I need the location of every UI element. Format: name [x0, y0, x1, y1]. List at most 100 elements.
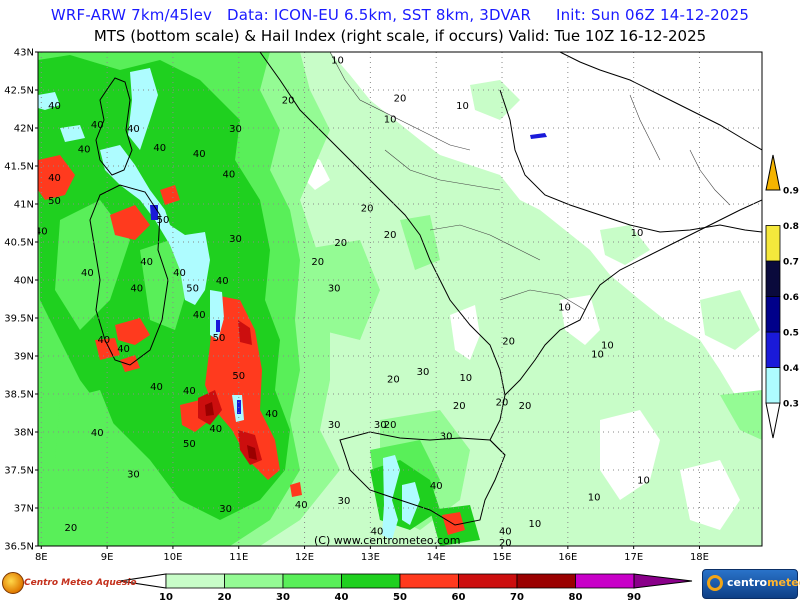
contour-label: 40: [193, 149, 206, 160]
mts-colorbar-tick: 40: [335, 592, 349, 600]
lon-label: 10E: [163, 552, 182, 563]
contour-label: 50: [186, 283, 199, 294]
header-title-line2: MTS (bottom scale) & Hail Index (right s…: [93, 27, 707, 45]
hail-colorbar-segment: [765, 331, 781, 368]
hail-colorbar-segment: [765, 260, 781, 297]
hail-colorbar-tick: 0.8: [783, 222, 799, 232]
contour-label: 40: [127, 124, 140, 135]
contour-label: 10: [591, 350, 604, 361]
lat-label: 40N: [14, 276, 34, 287]
hail-colorbar-segment: [765, 296, 781, 333]
brand-right-part-b: meteo: [767, 576, 800, 589]
contour-label: 50: [232, 371, 245, 382]
map-frame: [37, 51, 763, 547]
contour-label: 10: [637, 476, 650, 487]
lon-label: 13E: [361, 552, 380, 563]
mts-colorbar-tick: 50: [393, 592, 407, 600]
lat-label: 39N: [14, 352, 34, 363]
contour-label: 50: [157, 215, 170, 226]
lat-label: 40.5N: [4, 238, 34, 249]
hail-colorbar-bottom-arrow: [765, 402, 781, 439]
contour-label: 10: [558, 302, 571, 313]
hail-colorbar-top-arrow: [765, 154, 781, 191]
mts-colorbar-segment: [341, 573, 401, 589]
mts-colorbar-segment: [575, 573, 635, 589]
field-level-50: [38, 155, 465, 535]
mts-colorbar-tick: 60: [452, 592, 466, 600]
mts-colorbar-tick: 90: [627, 592, 641, 600]
contour-label: 50: [48, 196, 61, 207]
contour-label: 10: [588, 492, 601, 503]
lat-label: 36.5N: [4, 542, 34, 553]
field-level-70: [205, 402, 257, 460]
contour-label: 40: [173, 268, 186, 279]
contour-label: 20: [384, 420, 397, 431]
brand-right-part-a: centro: [727, 576, 768, 589]
coastlines: [89, 52, 762, 526]
lat-label: 41.5N: [4, 162, 34, 173]
contour-label: 30: [328, 283, 341, 294]
hail-colorbar-segment: [765, 225, 781, 262]
lon-label: 15E: [492, 552, 511, 563]
admin-borders: [329, 52, 731, 311]
hail-colorbar-tick: 0.7: [783, 258, 799, 268]
contour-label: 40: [499, 527, 512, 538]
contour-label: 40: [209, 424, 222, 435]
contour-label: 20: [311, 257, 324, 268]
lon-label: 11E: [229, 552, 248, 563]
mts-colorbar-segment: [458, 573, 518, 589]
contour-label: 30: [229, 124, 242, 135]
contour-label: 40: [371, 527, 384, 538]
mts-colorbar-tick: 70: [510, 592, 524, 600]
hail-colorbar-segment: [765, 367, 781, 404]
centro-meteo-aquesio-logo[interactable]: Centro Meteo Aquesio: [2, 570, 137, 598]
centrometeo-logo[interactable]: centrometeo: [702, 569, 800, 599]
contour-label: 40: [265, 409, 278, 420]
contour-label: 40: [78, 144, 91, 155]
hail-index-colorbar: 0.3 0.4 0.5 0.6 0.7 0.8 0.9: [765, 154, 799, 439]
contour-label: 20: [394, 93, 407, 104]
mts-colorbar-right-arrow: [633, 573, 693, 589]
hail-colorbar-tick: 0.3: [783, 400, 799, 410]
contour-label: 30: [229, 234, 242, 245]
contour-label: 40: [81, 268, 94, 279]
lon-label: 12E: [295, 552, 314, 563]
contour-label: 40: [193, 310, 206, 321]
contour-label: 20: [334, 238, 347, 249]
mts-colorbar-tick: 30: [276, 592, 290, 600]
longitude-labels: 8E 9E 10E 11E 12E 13E 14E 15E 16E 17E 18E: [35, 546, 709, 563]
mts-colorbar: 10 20 30 40 50 60 70 80 90: [119, 573, 693, 600]
lon-label: 9E: [101, 552, 114, 563]
mts-colorbar-segment: [165, 573, 225, 589]
contour-label: 40: [295, 500, 308, 511]
mts-colorbar-segment: [224, 573, 284, 589]
contour-label: 30: [440, 432, 453, 443]
contour-label: 20: [384, 230, 397, 241]
contour-label: 40: [117, 344, 130, 355]
contour-label: 10: [601, 340, 614, 351]
brand-right-text: centrometeo: [727, 576, 800, 589]
lat-lon-grid: [38, 52, 762, 546]
ring-logo-icon: [707, 575, 723, 591]
contour-label: 40: [130, 283, 143, 294]
mts-colorbar-tick: 10: [159, 592, 173, 600]
latitude-labels: 43N 42.5N 42N 41.5N 41N 40.5N 40N 39.5N 39N 38.5N…: [4, 48, 38, 553]
contour-label: 40: [91, 120, 104, 131]
contour-label: 30: [338, 496, 351, 507]
mts-colorbar-tick: 80: [569, 592, 583, 600]
mts-colorbar-segment: [282, 573, 342, 589]
header-title-line1: WRF-ARW 7km/45lev Data: ICON-EU 6.5km, S…: [50, 6, 750, 24]
contour-label: 10: [331, 55, 344, 66]
lon-label: 18E: [690, 552, 709, 563]
lat-label: 38.5N: [4, 390, 34, 401]
contour-label: 20: [453, 401, 466, 412]
lon-label: 17E: [624, 552, 643, 563]
lat-label: 41N: [14, 200, 34, 211]
field-level-10-patches: [470, 80, 760, 400]
contour-label: 40: [216, 276, 229, 287]
lat-label: 42.5N: [4, 86, 34, 97]
lat-label: 37N: [14, 504, 34, 515]
contour-label: 40: [48, 101, 61, 112]
